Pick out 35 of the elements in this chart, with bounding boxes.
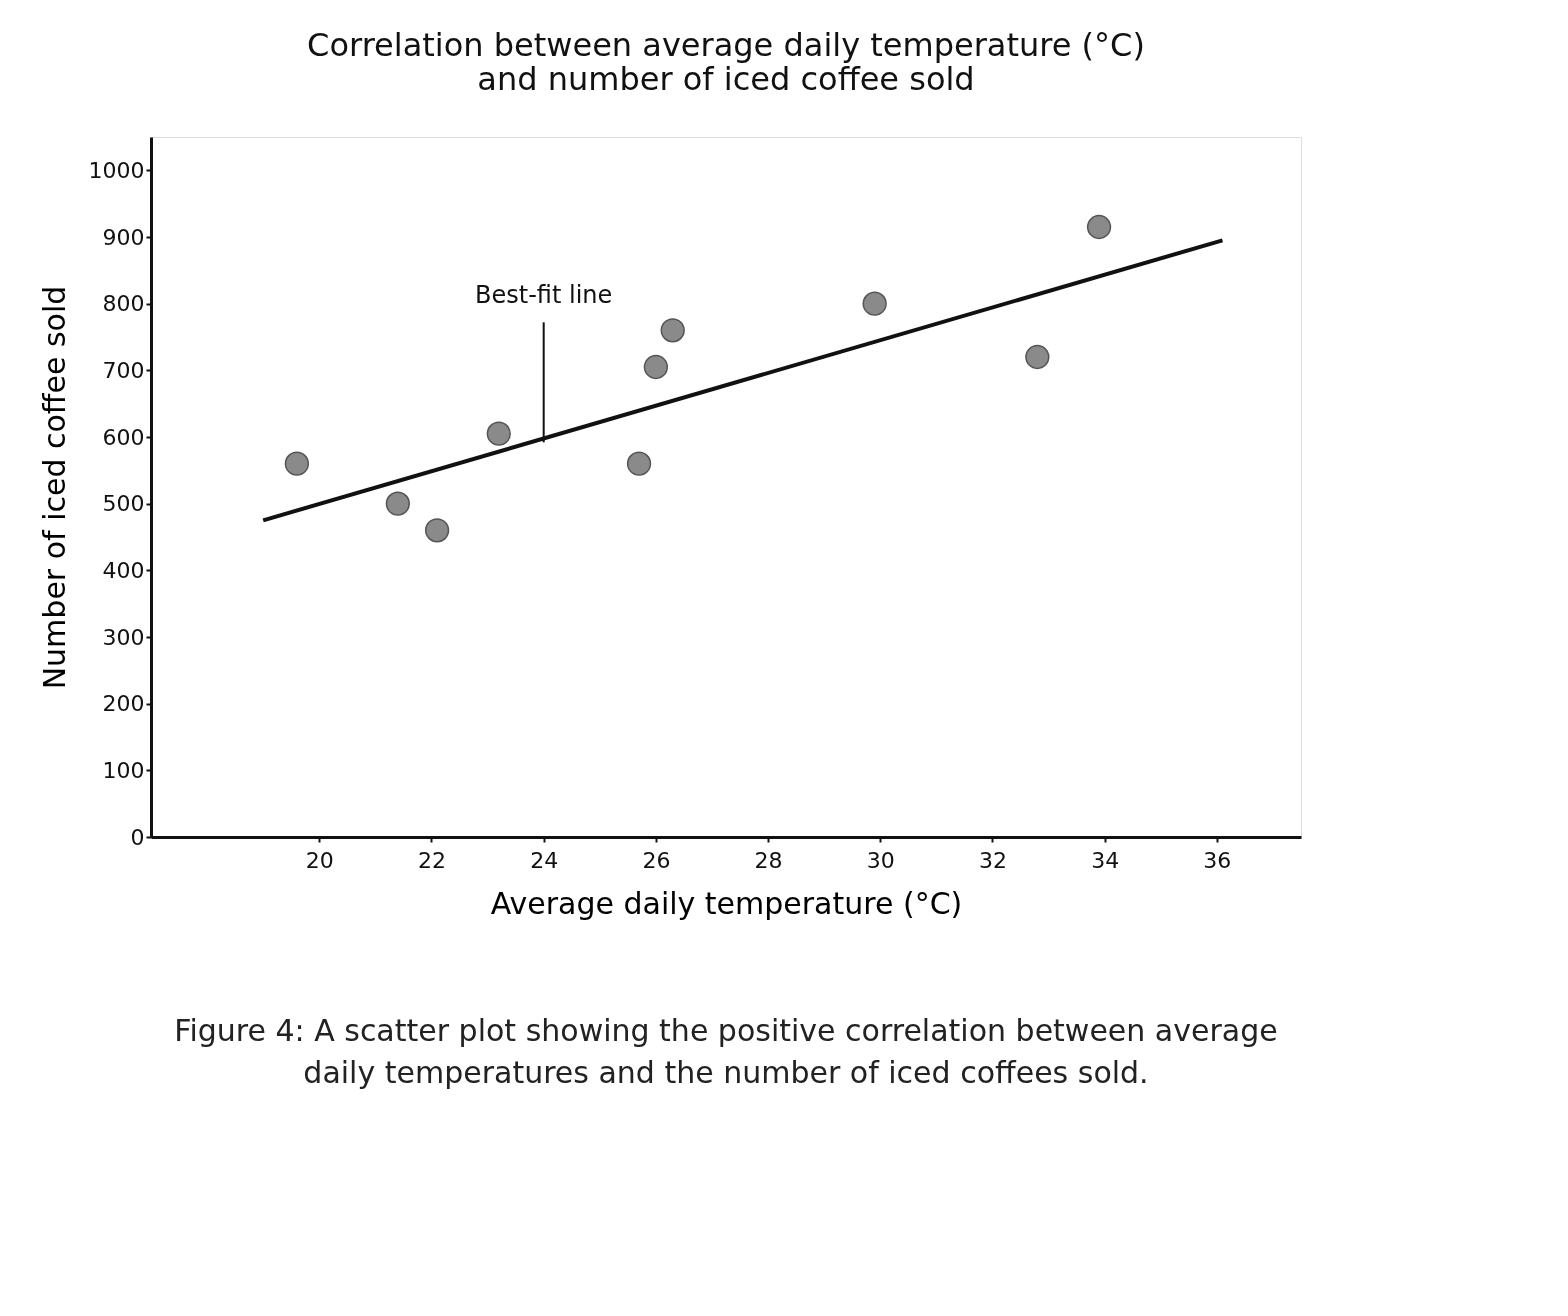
point: [660, 318, 685, 343]
point: [1025, 344, 1050, 370]
y-tick-label: 400: [102, 557, 145, 583]
point: [284, 451, 310, 476]
point: [643, 354, 669, 380]
y-tick-label: 100: [102, 757, 145, 783]
x-tick-label: 30: [866, 847, 895, 873]
x-tick-label: 22: [417, 847, 446, 873]
point: [862, 291, 887, 316]
x-tick-label: 26: [642, 847, 671, 873]
y-tick-label: 200: [102, 691, 145, 717]
point: [486, 421, 511, 446]
point: [385, 491, 410, 516]
x-axis-title: Average daily temperature (°C): [490, 885, 963, 921]
chart-title: Correlation between average daily temperature (°C) and number of iced coffee sold: [307, 26, 1145, 98]
point: [626, 451, 652, 476]
x-tick-label: 28: [754, 847, 783, 873]
y-axis-title: Number of iced coffee sold: [36, 285, 72, 690]
y-tick-label: 800: [102, 291, 145, 317]
y-tick-label: 600: [102, 424, 145, 450]
y-tick-label: 700: [102, 357, 145, 383]
x-tick-label: 34: [1091, 847, 1120, 873]
y-tick-label: 1000: [88, 157, 145, 183]
annotation: Best-fit line: [475, 281, 613, 310]
x-tick-label: 32: [978, 847, 1007, 873]
x-tick-label: 20: [305, 847, 334, 873]
point: [424, 518, 450, 543]
caption: Figure 4: A scatter plot showing the positive correlation between average daily temperatures and the number of iced coffees sold.: [174, 1013, 1278, 1090]
y-tick-label: 500: [102, 491, 145, 517]
y-tick-label: 900: [102, 224, 145, 250]
x-tick-label: 36: [1203, 847, 1232, 873]
y-tick-label: 0: [130, 824, 145, 850]
point: [1086, 214, 1112, 240]
x-tick-label: 24: [530, 847, 559, 873]
y-tick-label: 300: [102, 624, 145, 650]
